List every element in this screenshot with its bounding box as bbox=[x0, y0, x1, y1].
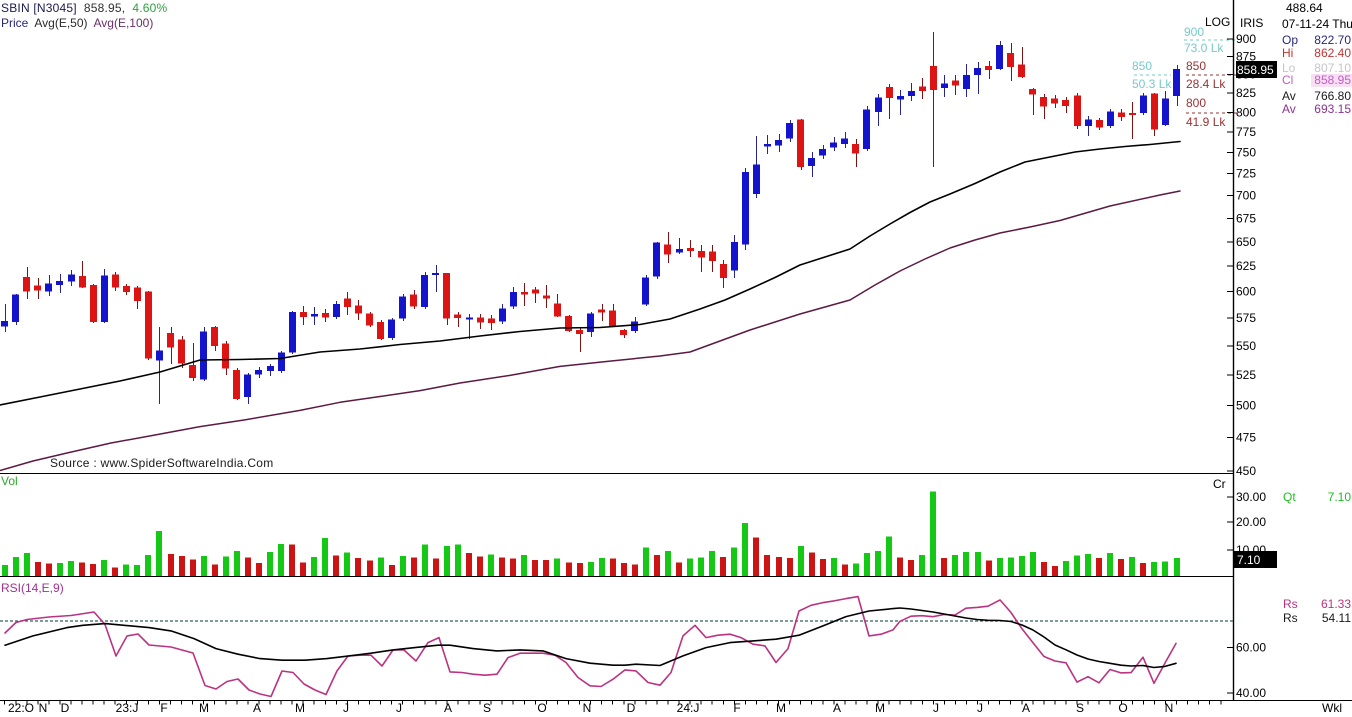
svg-text:LOG: LOG bbox=[1205, 15, 1230, 29]
svg-text:Vol: Vol bbox=[1, 474, 18, 488]
svg-text:N: N bbox=[583, 701, 592, 715]
svg-text:M: M bbox=[295, 701, 305, 715]
svg-text:525: 525 bbox=[1236, 368, 1256, 382]
svg-text:D: D bbox=[61, 701, 70, 715]
svg-text:24:J: 24:J bbox=[677, 701, 700, 715]
svg-text:475: 475 bbox=[1236, 430, 1256, 444]
svg-text:750: 750 bbox=[1236, 146, 1256, 160]
svg-text:Lo: Lo bbox=[1282, 61, 1296, 75]
svg-text:900: 900 bbox=[1184, 25, 1204, 39]
svg-text:488.64: 488.64 bbox=[1286, 1, 1323, 15]
svg-text:J: J bbox=[933, 701, 939, 715]
svg-text:800: 800 bbox=[1236, 105, 1256, 119]
svg-text:693.15: 693.15 bbox=[1314, 102, 1351, 116]
svg-text:825: 825 bbox=[1236, 86, 1256, 100]
svg-text:7.10: 7.10 bbox=[1328, 490, 1352, 504]
svg-text:07-11-24 Thu: 07-11-24 Thu bbox=[1282, 17, 1352, 31]
svg-text:73.0 Lk: 73.0 Lk bbox=[1184, 41, 1224, 55]
svg-text:875: 875 bbox=[1236, 50, 1256, 64]
svg-text:S: S bbox=[1076, 701, 1084, 715]
svg-text:675: 675 bbox=[1236, 211, 1256, 225]
svg-text:500: 500 bbox=[1236, 398, 1256, 412]
svg-text:Av: Av bbox=[1282, 102, 1296, 116]
svg-text:A: A bbox=[1022, 701, 1030, 715]
svg-text:D: D bbox=[627, 701, 636, 715]
svg-text:41.9 Lk: 41.9 Lk bbox=[1186, 115, 1226, 129]
svg-text:RSI(14,E,9): RSI(14,E,9) bbox=[1, 581, 64, 595]
svg-text:23:J: 23:J bbox=[116, 701, 139, 715]
svg-text:M: M bbox=[776, 701, 786, 715]
svg-text:850: 850 bbox=[1186, 59, 1206, 73]
svg-text:600: 600 bbox=[1236, 285, 1256, 299]
svg-text:61.33: 61.33 bbox=[1321, 597, 1351, 611]
svg-text:807.10: 807.10 bbox=[1314, 61, 1351, 75]
svg-text:IRIS: IRIS bbox=[1240, 16, 1263, 30]
svg-text:A: A bbox=[833, 701, 841, 715]
svg-text:N: N bbox=[1165, 701, 1174, 715]
svg-text:725: 725 bbox=[1236, 167, 1256, 181]
svg-text:M: M bbox=[875, 701, 885, 715]
svg-text:N: N bbox=[39, 701, 48, 715]
svg-text:Av: Av bbox=[1282, 89, 1296, 103]
svg-text:O: O bbox=[537, 701, 546, 715]
svg-text:Rs: Rs bbox=[1283, 597, 1298, 611]
svg-text:F: F bbox=[160, 701, 167, 715]
svg-text:J: J bbox=[977, 701, 983, 715]
svg-text:20.00: 20.00 bbox=[1236, 515, 1266, 529]
svg-text:Cr: Cr bbox=[1213, 477, 1226, 491]
svg-text:575: 575 bbox=[1236, 311, 1256, 325]
svg-text:S: S bbox=[483, 701, 491, 715]
svg-text:28.4 Lk: 28.4 Lk bbox=[1186, 77, 1226, 91]
svg-text:Hi: Hi bbox=[1282, 46, 1293, 60]
svg-text:Source : www.SpiderSoftwareInd: Source : www.SpiderSoftwareIndia.Com bbox=[50, 456, 274, 470]
svg-text:822.70: 822.70 bbox=[1314, 33, 1351, 47]
svg-text:775: 775 bbox=[1236, 125, 1256, 139]
svg-text:A: A bbox=[444, 701, 452, 715]
svg-text:54.11: 54.11 bbox=[1322, 611, 1351, 625]
svg-text:F: F bbox=[733, 701, 740, 715]
svg-text:900: 900 bbox=[1236, 32, 1256, 46]
svg-text:O: O bbox=[1118, 701, 1127, 715]
svg-text:40.00: 40.00 bbox=[1236, 686, 1266, 700]
svg-text:J: J bbox=[343, 701, 349, 715]
svg-text:800: 800 bbox=[1186, 96, 1206, 110]
svg-text:858.95: 858.95 bbox=[1314, 73, 1351, 87]
svg-text:Qt: Qt bbox=[1283, 490, 1296, 504]
svg-text:A: A bbox=[253, 701, 261, 715]
svg-text:SBIN [N3045] 858.95, 4.60%: SBIN [N3045] 858.95, 4.60% bbox=[1, 1, 168, 15]
svg-text:700: 700 bbox=[1236, 189, 1256, 203]
svg-text:22:O: 22:O bbox=[8, 701, 34, 715]
svg-text:650: 650 bbox=[1236, 235, 1256, 249]
svg-text:Wkl: Wkl bbox=[1322, 701, 1342, 715]
svg-text:J: J bbox=[396, 701, 402, 715]
svg-text:30.00: 30.00 bbox=[1236, 490, 1266, 504]
svg-text:Op: Op bbox=[1282, 33, 1298, 47]
svg-text:50.3 Lk: 50.3 Lk bbox=[1132, 77, 1172, 91]
svg-text:Rs: Rs bbox=[1283, 611, 1298, 625]
svg-text:850: 850 bbox=[1132, 59, 1152, 73]
svg-text:Cl: Cl bbox=[1282, 73, 1293, 87]
svg-text:7.10: 7.10 bbox=[1237, 553, 1261, 567]
svg-text:862.40: 862.40 bbox=[1314, 46, 1351, 60]
svg-text:766.80: 766.80 bbox=[1314, 89, 1351, 103]
svg-text:Price Avg(E,50) Avg(E,100): Price Avg(E,50) Avg(E,100) bbox=[1, 16, 153, 30]
svg-text:450: 450 bbox=[1236, 464, 1256, 478]
svg-text:858.95: 858.95 bbox=[1237, 63, 1274, 77]
svg-text:550: 550 bbox=[1236, 339, 1256, 353]
svg-text:M: M bbox=[199, 701, 209, 715]
svg-text:60.00: 60.00 bbox=[1236, 641, 1266, 655]
svg-text:625: 625 bbox=[1236, 259, 1256, 273]
